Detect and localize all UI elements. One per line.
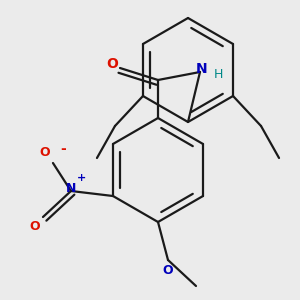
Text: O: O [40,146,50,160]
Text: O: O [163,263,173,277]
Text: O: O [30,220,40,233]
Text: +: + [77,173,87,183]
Text: N: N [66,182,76,196]
Text: -: - [60,142,66,156]
Text: H: H [213,68,223,82]
Text: N: N [196,62,208,76]
Text: O: O [106,57,118,71]
